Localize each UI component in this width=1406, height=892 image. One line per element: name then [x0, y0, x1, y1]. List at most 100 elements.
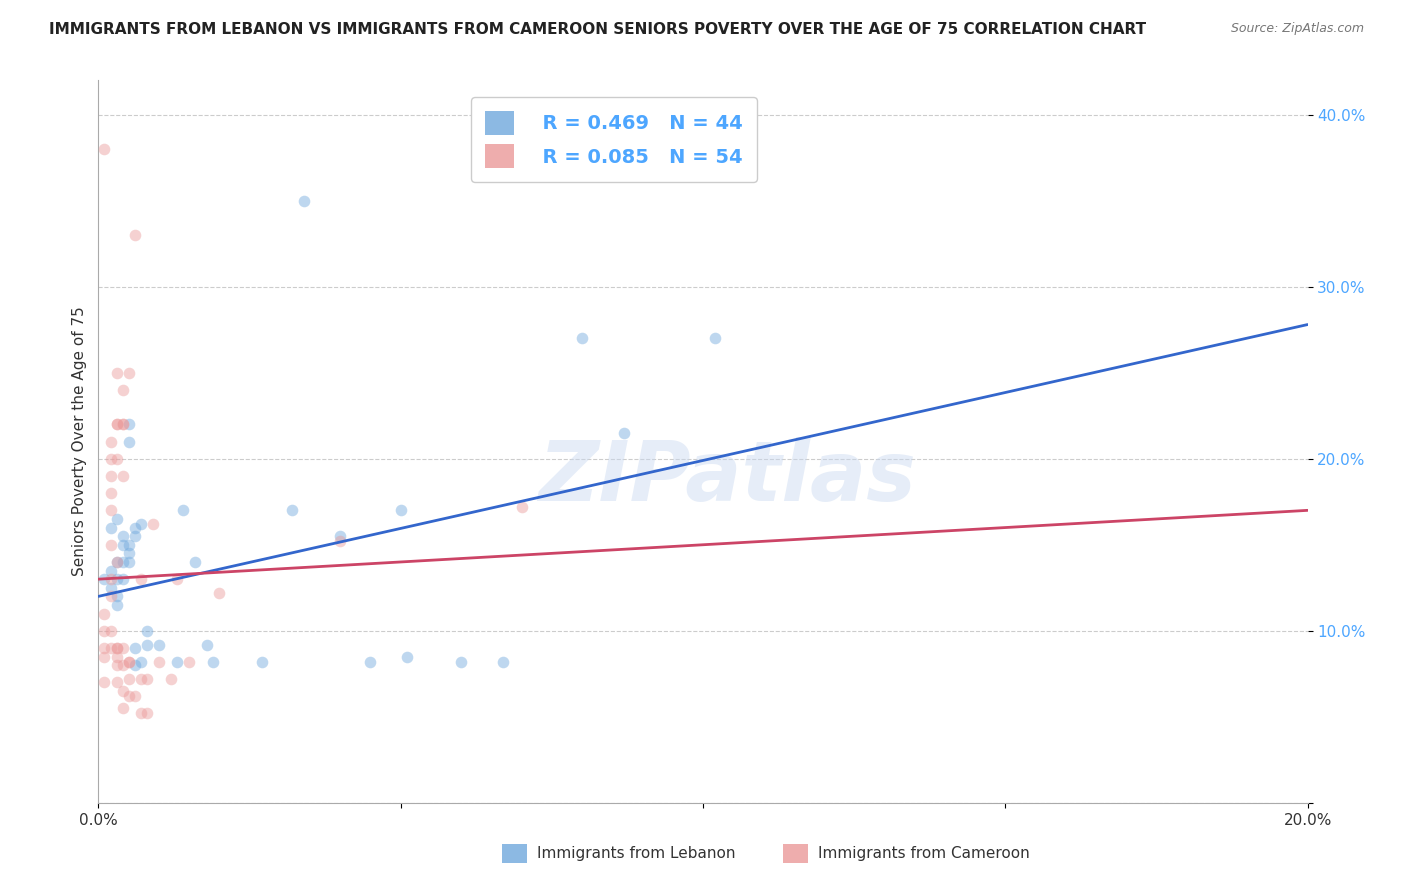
- Point: [118, 555, 141, 569]
- Point: [118, 417, 141, 432]
- Point: [111, 684, 134, 698]
- Point: [93, 607, 115, 621]
- Point: [111, 383, 134, 397]
- Point: [105, 640, 128, 655]
- Point: [111, 417, 134, 432]
- Point: [111, 555, 134, 569]
- Point: [100, 503, 122, 517]
- Point: [100, 538, 122, 552]
- Point: [329, 534, 352, 549]
- Point: [184, 555, 207, 569]
- Point: [105, 417, 128, 432]
- Point: [571, 331, 593, 345]
- Point: [100, 451, 122, 466]
- Point: [124, 689, 146, 703]
- Point: [250, 655, 273, 669]
- Point: [329, 529, 352, 543]
- Point: [129, 655, 152, 669]
- Point: [105, 417, 128, 432]
- Point: [105, 598, 128, 612]
- Point: [105, 555, 128, 569]
- Point: [111, 538, 134, 552]
- Point: [100, 520, 122, 534]
- Point: [105, 451, 128, 466]
- Point: [118, 655, 141, 669]
- Point: [111, 417, 134, 432]
- Point: [148, 638, 170, 652]
- Point: [704, 331, 727, 345]
- Point: [105, 512, 128, 526]
- Point: [100, 572, 122, 586]
- Point: [195, 638, 218, 652]
- Point: [148, 655, 170, 669]
- Point: [93, 640, 115, 655]
- Point: [105, 555, 128, 569]
- Point: [105, 572, 128, 586]
- Point: [166, 655, 188, 669]
- Point: [129, 517, 152, 532]
- Point: [135, 706, 157, 721]
- Point: [100, 469, 122, 483]
- Point: [124, 520, 146, 534]
- Point: [160, 672, 183, 686]
- Point: [135, 672, 157, 686]
- Point: [100, 624, 122, 638]
- Point: [111, 701, 134, 715]
- Point: [100, 640, 122, 655]
- Point: [93, 624, 115, 638]
- Point: [93, 675, 115, 690]
- Point: [613, 425, 636, 440]
- Point: [129, 672, 152, 686]
- Point: [111, 658, 134, 673]
- Point: [100, 486, 122, 500]
- Point: [118, 538, 141, 552]
- Point: [105, 590, 128, 604]
- Point: [179, 655, 201, 669]
- Point: [135, 624, 157, 638]
- Point: [93, 142, 115, 156]
- Point: [202, 655, 225, 669]
- Legend:   R = 0.469   N = 44,   R = 0.085   N = 54: R = 0.469 N = 44, R = 0.085 N = 54: [471, 97, 756, 182]
- Point: [124, 640, 146, 655]
- Point: [208, 586, 231, 600]
- Text: Source: ZipAtlas.com: Source: ZipAtlas.com: [1230, 22, 1364, 36]
- Point: [118, 689, 141, 703]
- Point: [100, 434, 122, 449]
- Point: [100, 590, 122, 604]
- Point: [105, 640, 128, 655]
- Point: [135, 638, 157, 652]
- Point: [124, 529, 146, 543]
- Text: Immigrants from Cameroon: Immigrants from Cameroon: [818, 847, 1031, 861]
- Text: ZIPatlas: ZIPatlas: [538, 437, 917, 518]
- Point: [510, 500, 533, 514]
- Point: [111, 529, 134, 543]
- Text: IMMIGRANTS FROM LEBANON VS IMMIGRANTS FROM CAMEROON SENIORS POVERTY OVER THE AGE: IMMIGRANTS FROM LEBANON VS IMMIGRANTS FR…: [49, 22, 1146, 37]
- Point: [129, 706, 152, 721]
- Point: [450, 655, 472, 669]
- Point: [172, 503, 194, 517]
- Point: [166, 572, 188, 586]
- Text: Immigrants from Lebanon: Immigrants from Lebanon: [537, 847, 735, 861]
- Point: [111, 469, 134, 483]
- Point: [105, 649, 128, 664]
- Point: [111, 640, 134, 655]
- Point: [292, 194, 315, 208]
- Point: [129, 572, 152, 586]
- Point: [100, 581, 122, 595]
- Point: [111, 572, 134, 586]
- Point: [389, 503, 412, 517]
- Point: [124, 658, 146, 673]
- Point: [118, 546, 141, 560]
- Point: [105, 675, 128, 690]
- Point: [100, 564, 122, 578]
- Point: [118, 366, 141, 380]
- Point: [118, 434, 141, 449]
- Point: [118, 672, 141, 686]
- Point: [93, 649, 115, 664]
- Point: [360, 655, 382, 669]
- Point: [118, 655, 141, 669]
- Point: [93, 572, 115, 586]
- Point: [142, 517, 165, 532]
- Y-axis label: Seniors Poverty Over the Age of 75: Seniors Poverty Over the Age of 75: [72, 307, 87, 576]
- Point: [105, 366, 128, 380]
